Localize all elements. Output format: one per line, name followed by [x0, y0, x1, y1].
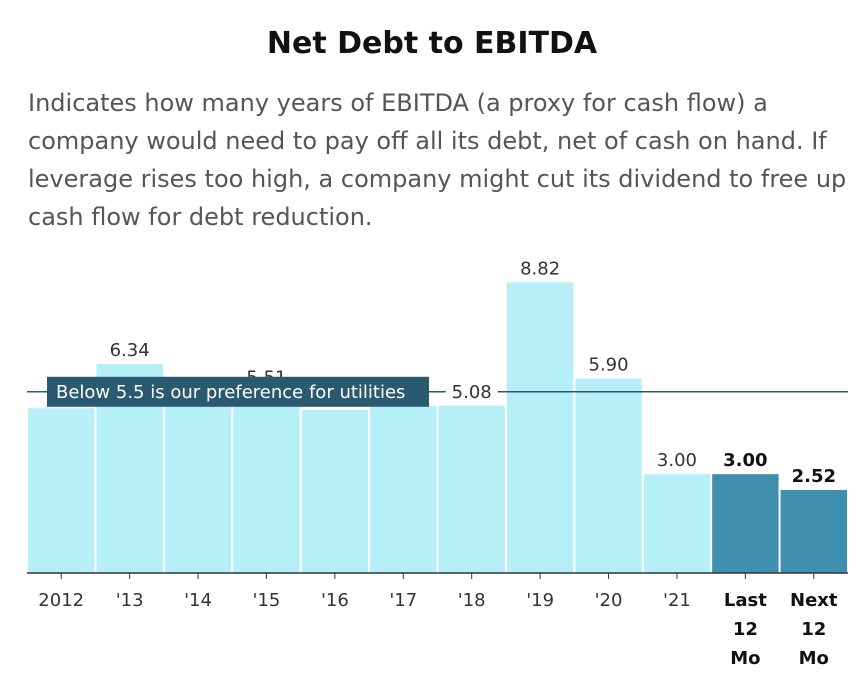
value-label-9: 3.00: [657, 450, 697, 471]
bar-8: [575, 378, 642, 573]
bar-9: [643, 474, 711, 573]
x-tick-label-4: '16: [321, 590, 349, 611]
x-tick-label-2: '14: [184, 590, 212, 611]
bar-10: [712, 474, 779, 573]
x-tick-label-5: '17: [389, 590, 417, 611]
x-tick-label-1: '13: [116, 590, 144, 611]
chart-title: Net Debt to EBITDA: [266, 26, 598, 61]
chart-description: Indicates how many years of EBITDA (a pr…: [28, 89, 847, 231]
bar-4: [301, 409, 369, 573]
reference-label-box: [47, 376, 429, 407]
x-tick-label-6: '18: [458, 590, 486, 611]
bar-5: [370, 405, 437, 573]
value-label-1: 6.34: [110, 340, 150, 361]
bar-2: [164, 391, 232, 573]
x-tick-label-0: 2012: [38, 590, 84, 611]
reference-label: Below 5.5 is our preference for utilitie…: [56, 382, 405, 403]
reference-value-bg: [445, 380, 498, 403]
x-tick-label-11: Next 12 Mo: [790, 590, 838, 669]
x-tick-label-8: '20: [595, 590, 623, 611]
x-tick-label-7: '19: [526, 590, 554, 611]
value-label-8: 5.90: [589, 355, 629, 376]
bar-6: [438, 405, 505, 573]
value-label-11: 2.52: [792, 466, 836, 487]
bar-3: [233, 391, 300, 573]
x-tick-label-10: Last 12 Mo: [724, 590, 767, 669]
x-tick-label-9: '21: [663, 590, 691, 611]
bar-7: [506, 282, 574, 573]
value-label-10: 3.00: [723, 450, 767, 471]
bar-11: [780, 489, 847, 573]
bar-0: [28, 408, 95, 573]
value-label-7: 8.82: [520, 258, 560, 279]
reference-value-label: 5.08: [452, 382, 492, 403]
x-tick-label-3: '15: [253, 590, 281, 611]
